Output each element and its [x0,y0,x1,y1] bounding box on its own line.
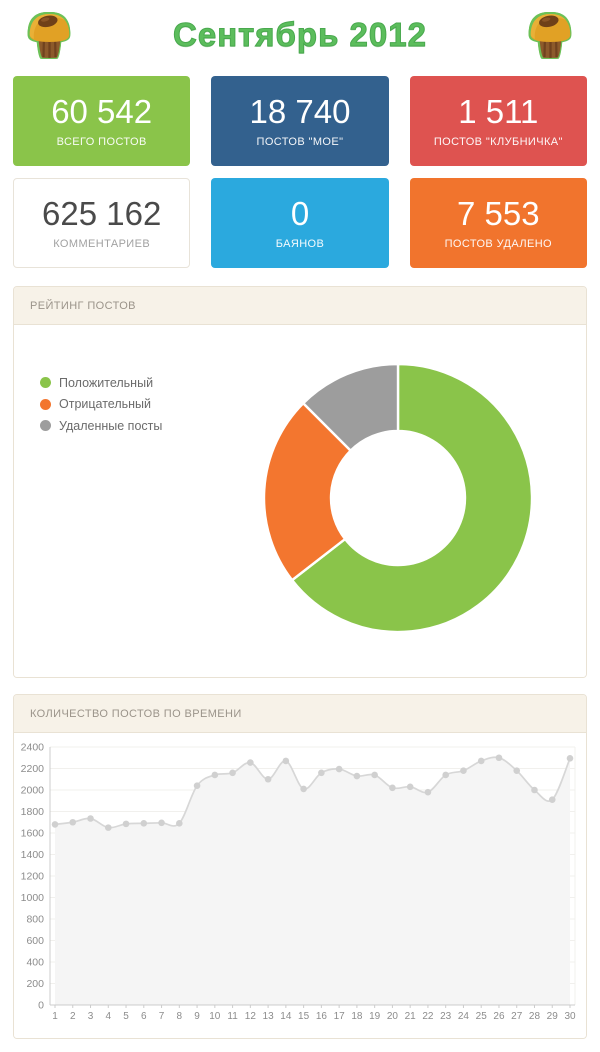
svg-text:2200: 2200 [21,763,45,775]
svg-text:25: 25 [476,1011,488,1022]
svg-text:0: 0 [38,1000,44,1012]
svg-text:23: 23 [440,1011,452,1022]
timeline-panel-title: КОЛИЧЕСТВО ПОСТОВ ПО ВРЕМЕНИ [14,695,586,733]
stat-label: БАЯНОВ [275,237,325,250]
stat-label: ПОСТОВ "МОЕ" [256,135,344,148]
svg-text:4: 4 [105,1011,111,1022]
legend-label: Положительный [59,375,154,390]
rating-panel: РЕЙТИНГ ПОСТОВ Положительный Отрицательны… [13,286,587,678]
svg-text:15: 15 [298,1011,310,1022]
stat-value: 1 511 [458,92,539,130]
rating-panel-body: Положительный Отрицательный Удаленные пост… [14,325,586,677]
svg-text:1: 1 [52,1011,58,1022]
stat-label: ПОСТОВ УДАЛЕНО [444,237,553,250]
rating-panel-title: РЕЙТИНГ ПОСТОВ [14,287,586,325]
svg-text:1400: 1400 [21,849,45,861]
svg-text:17: 17 [334,1011,346,1022]
svg-text:24: 24 [458,1011,470,1022]
svg-text:9: 9 [194,1011,200,1022]
svg-text:400: 400 [26,957,44,969]
svg-text:2000: 2000 [21,785,45,797]
stats-cards: 60 542 ВСЕГО ПОСТОВ 18 740 ПОСТОВ "МОЕ" … [0,70,600,268]
svg-text:8: 8 [177,1011,183,1022]
svg-text:1800: 1800 [21,806,45,818]
svg-text:27: 27 [511,1011,523,1022]
legend-item: Удаленные посты [40,415,162,437]
stat-value: 7 553 [457,194,540,232]
svg-text:2: 2 [70,1011,76,1022]
svg-text:22: 22 [422,1011,434,1022]
svg-text:3: 3 [88,1011,94,1022]
svg-text:1000: 1000 [21,892,45,904]
donut-chart [262,362,534,634]
svg-text:200: 200 [26,978,44,990]
svg-text:11: 11 [227,1011,238,1022]
stat-card-bayans: 0 БАЯНОВ [211,178,389,268]
svg-text:12: 12 [245,1011,257,1022]
svg-text:10: 10 [209,1011,221,1022]
stat-card-comments: 625 162 КОММЕНТАРИЕВ [13,178,191,268]
stat-card-strawberry-posts: 1 511 ПОСТОВ "КЛУБНИЧКА" [409,76,587,166]
legend-label: Отрицательный [59,397,152,412]
svg-text:13: 13 [263,1011,275,1022]
svg-text:18: 18 [351,1011,363,1022]
donut-legend: Положительный Отрицательный Удаленные пост… [40,372,162,437]
timeline-panel: КОЛИЧЕСТВО ПОСТОВ ПО ВРЕМЕНИ 0 200 400 600 8… [13,694,587,1039]
svg-text:2400: 2400 [21,742,45,754]
legend-dot-icon [40,377,51,389]
page-header: Сентябрь 2012 [0,0,600,70]
legend-item: Отрицательный [40,394,162,416]
muffin-icon [530,13,571,58]
muffin-icon [29,13,70,58]
svg-text:800: 800 [26,914,44,926]
stat-value: 60 542 [51,92,153,130]
svg-text:29: 29 [547,1011,559,1022]
svg-text:6: 6 [141,1011,147,1022]
svg-text:26: 26 [493,1011,505,1022]
page-title: Сентябрь 2012 [173,16,427,54]
legend-item: Положительный [40,372,162,394]
stat-card-moe-posts: 18 740 ПОСТОВ "МОЕ" [211,76,389,166]
stat-value: 18 740 [249,92,351,130]
svg-text:5: 5 [123,1011,129,1022]
timeline-panel-body: 0 200 400 600 800 1000 1200 1400 1600 1800 2000 220… [14,733,586,1038]
svg-text:14: 14 [280,1011,292,1022]
svg-text:16: 16 [316,1011,328,1022]
svg-text:30: 30 [564,1011,576,1022]
svg-text:21: 21 [405,1011,417,1022]
svg-text:600: 600 [26,935,44,947]
stat-card-deleted-posts: 7 553 ПОСТОВ УДАЛЕНО [409,178,587,268]
legend-dot-icon [40,420,51,432]
svg-text:28: 28 [529,1011,541,1022]
stat-card-total-posts: 60 542 ВСЕГО ПОСТОВ [13,76,191,166]
svg-text:7: 7 [159,1011,165,1022]
legend-dot-icon [40,398,51,410]
svg-text:1600: 1600 [21,828,45,840]
svg-text:20: 20 [387,1011,399,1022]
svg-text:1200: 1200 [21,871,45,883]
stat-value: 0 [290,194,310,232]
legend-label: Удаленные посты [59,418,163,433]
svg-text:19: 19 [369,1011,381,1022]
stat-label: ВСЕГО ПОСТОВ [56,135,147,148]
stat-label: ПОСТОВ "КЛУБНИЧКА" [433,135,563,148]
stat-label: КОММЕНТАРИЕВ [53,237,151,250]
line-chart: 0200400600800100012001400160018002000220… [21,742,576,1023]
stat-value: 625 162 [42,194,162,232]
